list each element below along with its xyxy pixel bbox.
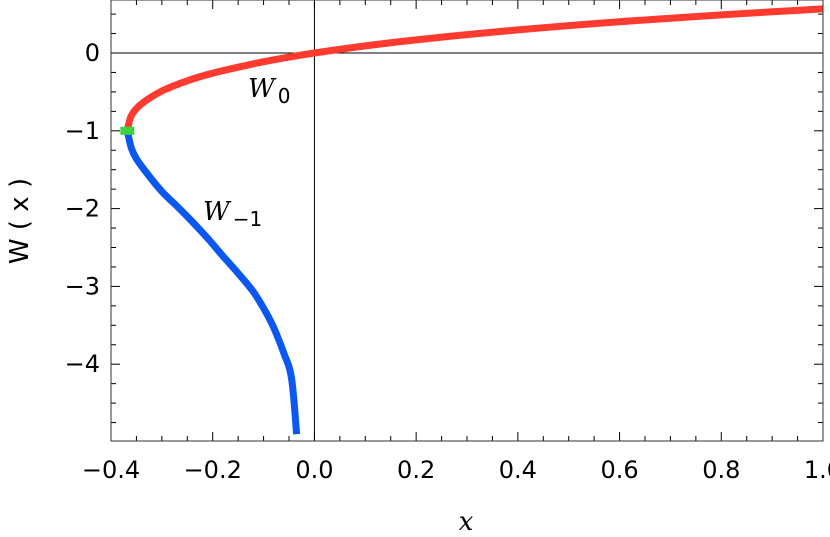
tick-labels: −0.4 −0.2 0.0 0.2 0.4 0.6 0.8 1.0 0 −1 −2 −3 −4 [65,39,830,484]
branch-point-marker [120,126,135,135]
plot-frame [110,0,824,442]
series-wm1-line [123,129,301,435]
x-tick-label: −0.2 [184,456,242,484]
x-tick-label: 0.0 [295,456,333,484]
y-tick-label: −3 [65,272,100,300]
series-label-wm1-main: W [203,197,232,227]
y-tick-label: 0 [85,39,100,67]
series-label-w0-sub: 0 [278,84,291,108]
x-tick-label: 1.0 [804,456,830,484]
y-axis-title: W ( x ) [5,178,35,264]
series-label-w0-main: W [248,74,277,104]
x-tick-label: 0.8 [702,456,740,484]
x-axis-title: x [459,507,474,537]
x-tick-label: 0.2 [397,456,435,484]
x-tick-label: −0.4 [82,456,140,484]
y-tick-label: −4 [65,350,100,378]
plot-area [111,0,823,441]
series-label-wm1: W −1 [203,197,262,231]
y-tick-label: −2 [65,195,100,223]
x-tick-label: 0.6 [600,456,638,484]
tick-marks [110,0,824,441]
series-w0-line [123,5,823,132]
series-label-wm1-sub: −1 [233,207,262,231]
x-tick-label: 0.4 [499,456,537,484]
y-tick-label: −1 [65,117,100,145]
